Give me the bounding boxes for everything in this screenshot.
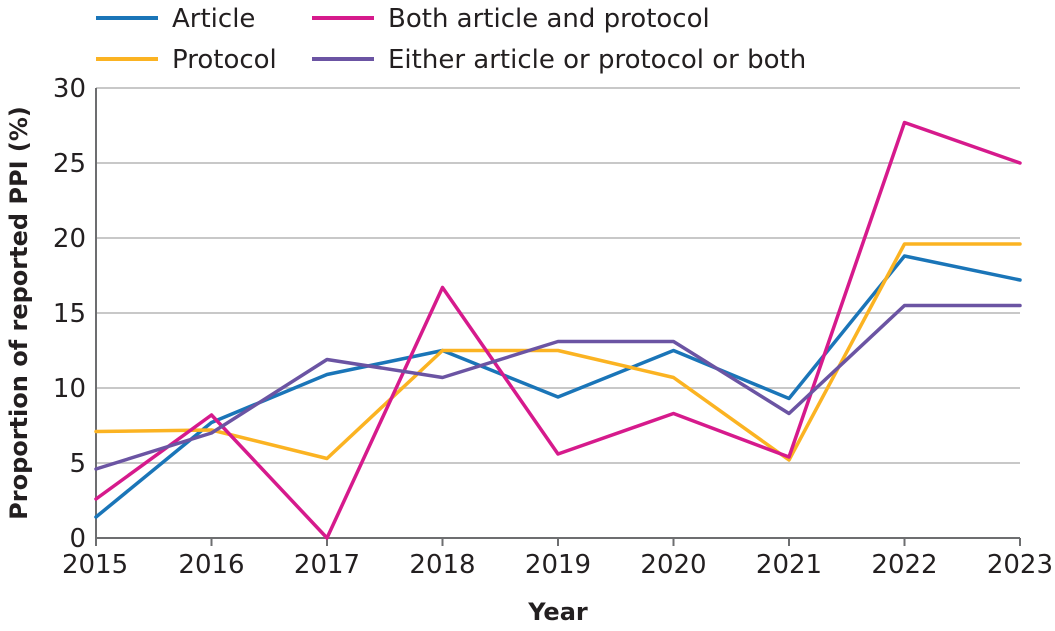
series-line-article xyxy=(94,254,1022,519)
legend-label-both: Both article and protocol xyxy=(388,4,710,34)
y-tick-label: 5 xyxy=(69,449,86,479)
x-tick-label: 2020 xyxy=(640,550,706,580)
y-tick-labels: 0 5 10 15 20 25 30 xyxy=(53,74,86,554)
legend-item-either: Either article or protocol or both xyxy=(312,45,806,75)
series-line-either-article-or-protocol-or-both xyxy=(94,303,1022,471)
x-tick-label: 2023 xyxy=(987,550,1053,580)
legend-label-protocol: Protocol xyxy=(172,45,277,75)
x-tick-label: 2018 xyxy=(409,550,475,580)
legend-item-article: Article xyxy=(96,4,255,34)
legend-item-protocol: Protocol xyxy=(96,45,277,75)
gridlines xyxy=(96,87,1020,464)
series-line-protocol xyxy=(94,242,1022,462)
y-axis-title: Proportion of reported PPI (%) xyxy=(5,106,33,520)
legend: Article Protocol Both article and protoc… xyxy=(96,4,806,75)
legend-label-either: Either article or protocol or both xyxy=(388,45,806,75)
x-tick-labels: 2015 2016 2017 2018 2019 2020 2021 2022 2023 xyxy=(62,550,1053,580)
x-tick-label: 2019 xyxy=(525,550,591,580)
x-axis-title: Year xyxy=(527,598,588,626)
legend-item-both: Both article and protocol xyxy=(312,4,710,34)
y-tick-label: 25 xyxy=(53,149,86,179)
series-lines xyxy=(94,120,1022,540)
x-tick-marks xyxy=(95,538,1021,546)
y-tick-label: 0 xyxy=(69,524,86,554)
x-tick-label: 2015 xyxy=(62,550,128,580)
series-line-both-article-and-protocol xyxy=(94,120,1022,540)
x-tick-label: 2021 xyxy=(756,550,822,580)
y-tick-label: 20 xyxy=(53,224,86,254)
legend-label-article: Article xyxy=(172,4,255,34)
y-tick-label: 15 xyxy=(53,299,86,329)
y-tick-label: 30 xyxy=(53,74,86,104)
x-tick-label: 2017 xyxy=(294,550,360,580)
x-tick-label: 2022 xyxy=(871,550,937,580)
x-tick-label: 2016 xyxy=(178,550,244,580)
y-tick-label: 10 xyxy=(53,374,86,404)
